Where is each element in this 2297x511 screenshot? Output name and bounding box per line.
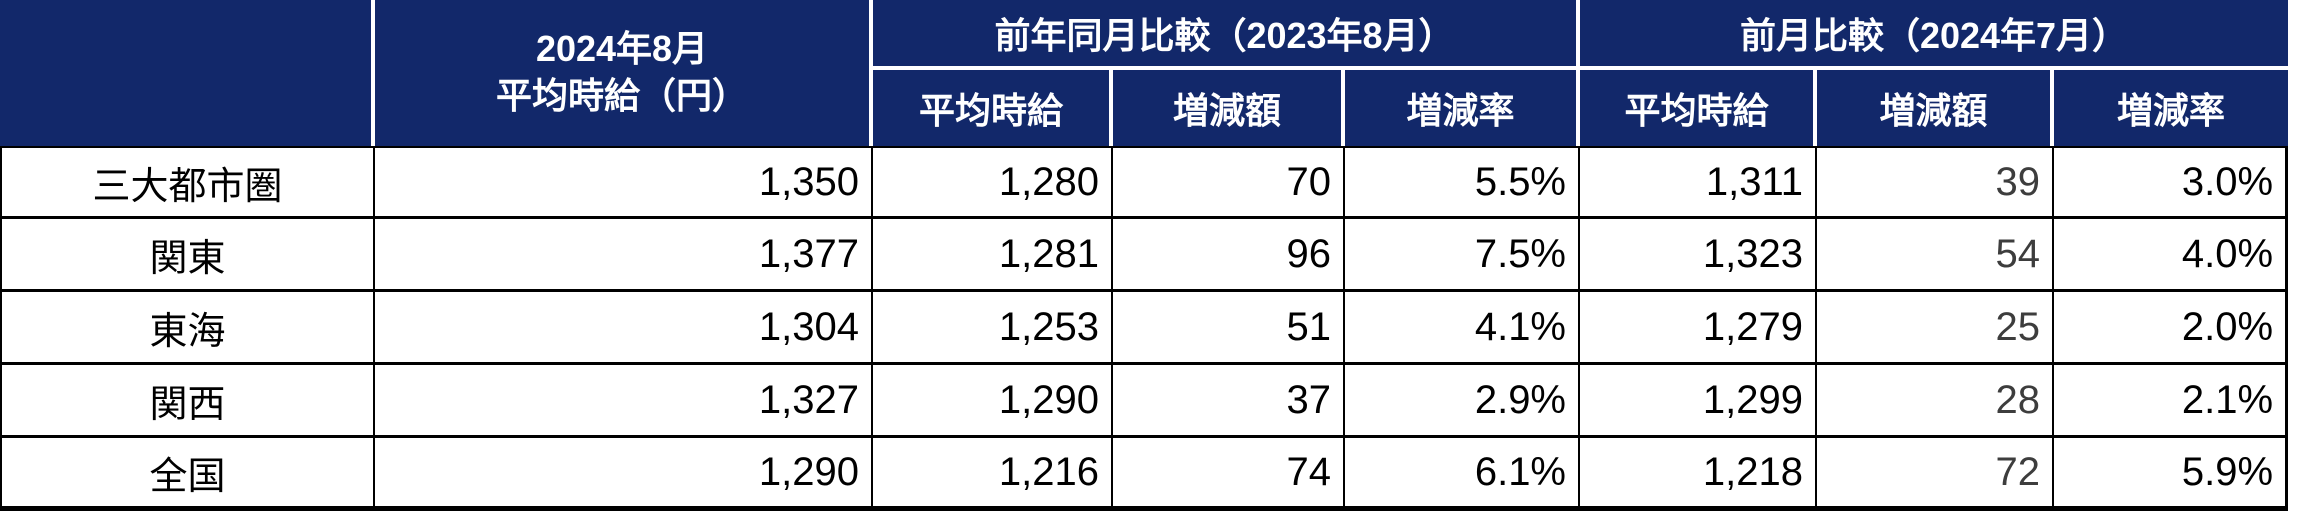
yoy-avg-cell: 1,253	[873, 292, 1113, 365]
current-avg-cell: 1,290	[375, 438, 873, 511]
mom-diff-cell: 72	[1817, 438, 2054, 511]
mom-group-header: 前月比較（2024年7月）	[1580, 0, 2289, 70]
region-cell: 関西	[0, 365, 375, 438]
mom-diff-cell: 39	[1817, 146, 2054, 219]
mom-rate-cell: 2.0%	[2054, 292, 2289, 365]
yoy-diff-cell: 96	[1113, 219, 1345, 292]
table-row-kansai: 関西 1,327 1,290 37 2.9% 1,299 28 2.1%	[0, 365, 2289, 438]
header-sub-row: 平均時給 増減額 増減率 平均時給 増減額 増減率	[0, 70, 2289, 146]
mom-avg-cell: 1,299	[1580, 365, 1817, 438]
current-avg-cell: 1,304	[375, 292, 873, 365]
yoy-diff-cell: 70	[1113, 146, 1345, 219]
mom-diff-cell: 25	[1817, 292, 2054, 365]
mom-avg-wage-header: 平均時給	[1580, 70, 1817, 146]
mom-rate-cell: 3.0%	[2054, 146, 2289, 219]
table-row-kanto: 関東 1,377 1,281 96 7.5% 1,323 54 4.0%	[0, 219, 2289, 292]
current-avg-cell: 1,350	[375, 146, 873, 219]
mom-diff-rate-header: 増減率	[2054, 70, 2289, 146]
mom-avg-cell: 1,323	[1580, 219, 1817, 292]
mom-diff-cell: 28	[1817, 365, 2054, 438]
current-avg-cell: 1,377	[375, 219, 873, 292]
yoy-avg-cell: 1,281	[873, 219, 1113, 292]
yoy-diff-cell: 37	[1113, 365, 1345, 438]
yoy-avg-cell: 1,216	[873, 438, 1113, 511]
yoy-diff-rate-header: 増減率	[1345, 70, 1580, 146]
current-avg-wage-header-line1: 2024年8月	[535, 28, 709, 70]
current-avg-wage-header: 2024年8月 平均時給（円）	[375, 0, 873, 146]
yoy-diff-amount-header: 増減額	[1113, 70, 1345, 146]
yoy-rate-cell: 7.5%	[1345, 219, 1580, 292]
yoy-avg-cell: 1,290	[873, 365, 1113, 438]
yoy-rate-cell: 6.1%	[1345, 438, 1580, 511]
yoy-avg-cell: 1,280	[873, 146, 1113, 219]
current-avg-wage-header-line2: 平均時給（円）	[495, 75, 748, 116]
table-row-sandaitoshiken: 三大都市圏 1,350 1,280 70 5.5% 1,311 39 3.0%	[0, 146, 2289, 219]
yoy-diff-cell: 74	[1113, 438, 1345, 511]
mom-diff-amount-header: 増減額	[1817, 70, 2054, 146]
yoy-avg-wage-header: 平均時給	[873, 70, 1113, 146]
table-body: 三大都市圏 1,350 1,280 70 5.5% 1,311 39 3.0% …	[0, 146, 2289, 511]
mom-diff-cell: 54	[1817, 219, 2054, 292]
mom-rate-cell: 5.9%	[2054, 438, 2289, 511]
table-header: 2024年8月 平均時給（円） 前年同月比較（2023年8月） 前月比較（202…	[0, 0, 2289, 146]
mom-avg-cell: 1,311	[1580, 146, 1817, 219]
region-cell: 東海	[0, 292, 375, 365]
yoy-rate-cell: 2.9%	[1345, 365, 1580, 438]
mom-avg-cell: 1,218	[1580, 438, 1817, 511]
mom-rate-cell: 2.1%	[2054, 365, 2289, 438]
mom-rate-cell: 4.0%	[2054, 219, 2289, 292]
region-cell: 全国	[0, 438, 375, 511]
region-cell: 関東	[0, 219, 375, 292]
yoy-diff-cell: 51	[1113, 292, 1345, 365]
mom-avg-cell: 1,279	[1580, 292, 1817, 365]
current-avg-cell: 1,327	[375, 365, 873, 438]
yoy-rate-cell: 4.1%	[1345, 292, 1580, 365]
table-row-tokai: 東海 1,304 1,253 51 4.1% 1,279 25 2.0%	[0, 292, 2289, 365]
corner-blank-cell	[0, 0, 375, 146]
table-row-zenkoku: 全国 1,290 1,216 74 6.1% 1,218 72 5.9%	[0, 438, 2289, 511]
yoy-rate-cell: 5.5%	[1345, 146, 1580, 219]
header-group-row: 2024年8月 平均時給（円） 前年同月比較（2023年8月） 前月比較（202…	[0, 0, 2289, 146]
region-cell: 三大都市圏	[0, 146, 375, 219]
yoy-group-header: 前年同月比較（2023年8月）	[873, 0, 1580, 70]
